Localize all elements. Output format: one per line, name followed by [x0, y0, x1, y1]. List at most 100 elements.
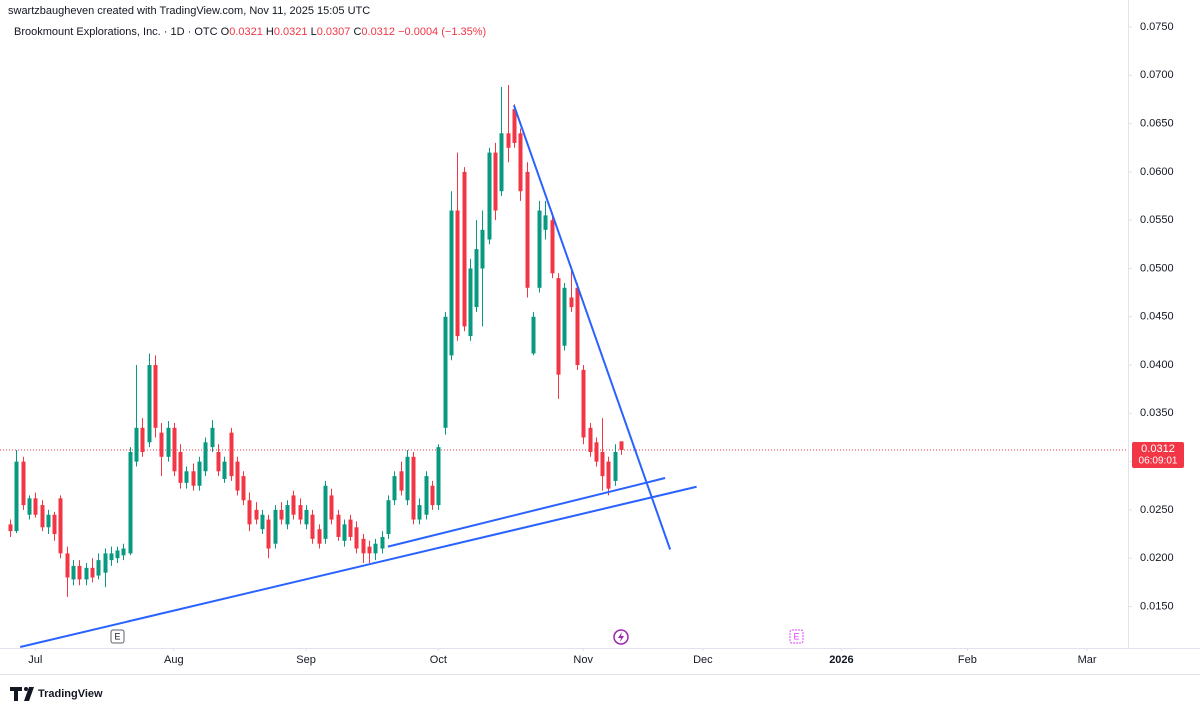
candle-body [241, 476, 246, 501]
candle-body [128, 451, 133, 554]
candle-body [606, 461, 611, 489]
candle-body [159, 432, 164, 457]
y-tick-label: 0.0150 [1140, 600, 1174, 612]
candle-body [348, 519, 353, 537]
candle-body [499, 133, 504, 192]
y-tick-label: 0.0750 [1140, 21, 1174, 33]
candle-body [575, 287, 580, 366]
candle-body [8, 524, 13, 532]
candle-body [291, 495, 296, 515]
candle-body [367, 546, 372, 554]
earnings-box [110, 629, 125, 644]
candle-body [147, 365, 152, 443]
candle-body [210, 427, 215, 448]
trend-line [19, 485, 697, 649]
candle-body [474, 249, 479, 308]
trend-line [387, 477, 666, 548]
candle-body [588, 427, 593, 452]
earnings-label: E [114, 631, 120, 641]
candle-body [260, 514, 265, 530]
last-price-box [1132, 442, 1184, 469]
candle-body [77, 565, 82, 580]
candle-body [65, 553, 70, 578]
symbol: Brookmount Explorations, Inc. · 1D · OTC [14, 26, 218, 38]
x-tick-label: Aug [164, 654, 184, 666]
candle-body [96, 560, 101, 576]
candle-body [14, 461, 19, 532]
candle-body [197, 461, 202, 486]
candle-body [581, 369, 586, 438]
earnings-label: E [793, 631, 799, 641]
candle-body [90, 567, 95, 578]
candle-body [52, 514, 57, 535]
candle-body [153, 365, 158, 428]
candle-body [109, 553, 114, 561]
y-tick-label: 0.0450 [1140, 311, 1174, 323]
candle-body [569, 297, 574, 308]
candle-body [115, 550, 120, 559]
candle-body [166, 427, 171, 457]
x-tick-label: 2026 [829, 654, 853, 666]
x-tick-label: Nov [573, 654, 593, 666]
trend-line [512, 104, 672, 550]
candle-body [430, 485, 435, 506]
candle-body [203, 442, 208, 472]
candle-body [373, 543, 378, 554]
candle-body [417, 505, 422, 520]
candle-body [537, 210, 542, 288]
candle-body [71, 565, 76, 580]
candle-body [518, 133, 523, 192]
ohlc-value: 0.0321 [274, 26, 308, 38]
ohlc-value: 0.0321 [229, 26, 263, 38]
candle-body [613, 451, 618, 481]
candle-body [411, 456, 416, 520]
candle-body [298, 505, 303, 520]
candle-body [329, 495, 334, 520]
candle-body [342, 524, 347, 541]
candle-body [386, 500, 391, 535]
y-tick-label: 0.0400 [1140, 359, 1174, 371]
candle-body [562, 287, 567, 346]
candle-body [336, 514, 341, 537]
candle-body [266, 519, 271, 549]
candle-body [285, 505, 290, 525]
change: −0.0004 (−1.35%) [398, 26, 486, 38]
candle-body [462, 171, 467, 327]
credit: swartzbaugheven created with TradingView… [8, 5, 370, 17]
earnings-marker: E [110, 629, 125, 644]
candle-body [556, 278, 561, 375]
ohlc-letter: H [266, 26, 274, 38]
candle-body [405, 456, 410, 501]
candle-body [58, 498, 63, 554]
dividend-marker [613, 629, 629, 645]
candle-body [229, 432, 234, 477]
candle-body [487, 152, 492, 240]
x-tick-label: Sep [296, 654, 316, 666]
candle-body [191, 471, 196, 486]
x-tick-label: Oct [430, 654, 447, 666]
candle-body [392, 476, 397, 501]
y-tick-label: 0.0550 [1140, 214, 1174, 226]
candle-body [27, 498, 32, 515]
candle-body [493, 152, 498, 211]
candle-body [594, 442, 599, 462]
candle-body [619, 441, 624, 451]
candle-body [33, 498, 38, 515]
dividend-bolt [618, 632, 624, 642]
candle-body [279, 509, 284, 520]
candle-body [449, 210, 454, 356]
candle-body [103, 553, 108, 573]
candle-body [40, 505, 45, 528]
y-tick-label: 0.0500 [1140, 262, 1174, 274]
y-tick-label: 0.0250 [1140, 504, 1174, 516]
x-tick-label: Jul [28, 654, 42, 666]
last-price-label: 0.0312 [1141, 443, 1175, 455]
candle-body [184, 471, 189, 483]
candle-body [172, 427, 177, 472]
candle-body [525, 171, 530, 288]
earnings-marker: E [789, 629, 804, 644]
x-tick-label: Dec [693, 654, 713, 666]
candle-body [46, 514, 51, 528]
